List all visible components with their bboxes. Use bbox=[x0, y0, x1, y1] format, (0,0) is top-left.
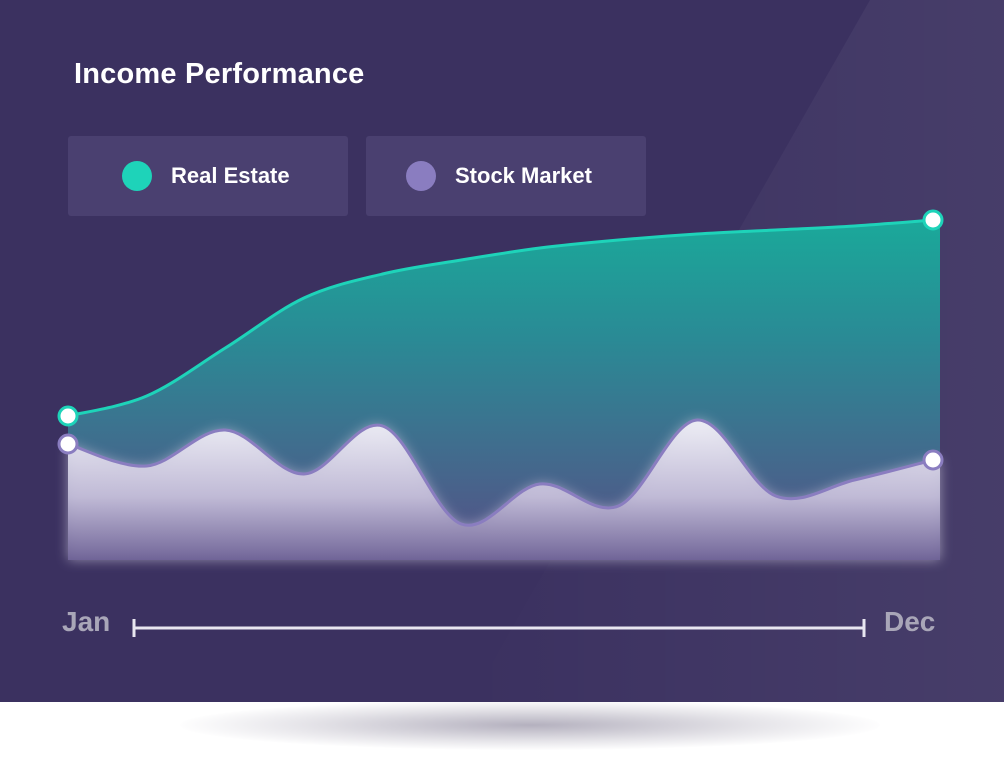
legend-dot-icon bbox=[406, 161, 436, 191]
legend-dot-icon bbox=[122, 161, 152, 191]
real-estate-end-point[interactable] bbox=[922, 209, 944, 231]
real-estate-line bbox=[67, 218, 934, 418]
legend-item-real-estate[interactable]: Real Estate bbox=[68, 136, 348, 216]
stock-market-start-point[interactable] bbox=[57, 433, 79, 455]
area-chart bbox=[57, 209, 944, 560]
timeline-range-slider[interactable] bbox=[130, 616, 870, 640]
card-shadow bbox=[180, 700, 880, 750]
chart-title: Income Performance bbox=[74, 58, 365, 90]
stock-market-line bbox=[67, 418, 934, 527]
stock-market-area bbox=[68, 419, 940, 560]
chart-card: Income Performance Real Estate Stock Mar… bbox=[0, 0, 1004, 702]
legend-label-stock-market: Stock Market bbox=[455, 163, 592, 188]
x-axis-end-label: Dec bbox=[884, 606, 936, 637]
legend-item-stock-market[interactable]: Stock Market bbox=[366, 136, 646, 216]
stock-market-end-point[interactable] bbox=[922, 449, 944, 471]
x-axis-start-label: Jan bbox=[62, 606, 111, 637]
real-estate-start-point[interactable] bbox=[57, 405, 79, 427]
legend-label-real-estate: Real Estate bbox=[171, 163, 290, 188]
